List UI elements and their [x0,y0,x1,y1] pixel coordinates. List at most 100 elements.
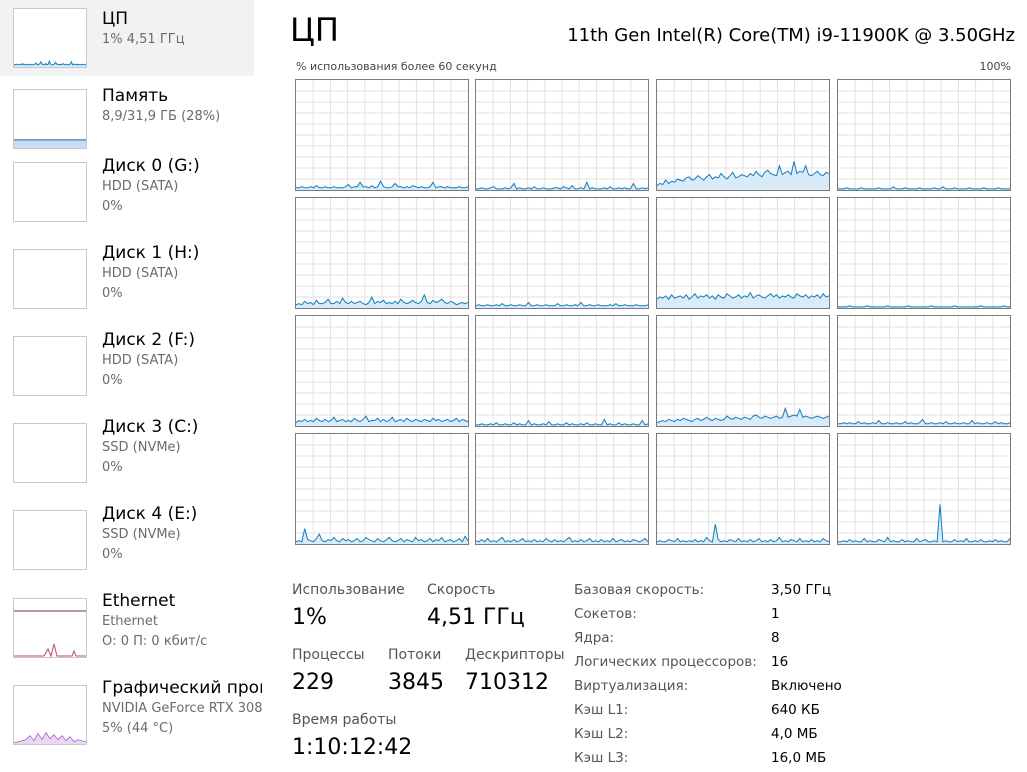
sidebar-item-5[interactable]: Диск 3 (C:) SSD (NVMe) 0% [0,411,254,487]
sidebar-item-subtitle: NVIDIA GeForce RTX 3080 [102,701,262,716]
sidebar-item-1[interactable]: Память 8,9/31,9 ГБ (28%) [0,85,254,161]
sidebar-item-title: Память [102,86,169,106]
core-7-area [838,305,1010,308]
sidebar-item-2[interactable]: Диск 0 (G:) HDD (SATA) 0% [0,150,254,226]
info-label: Кэш L2: [574,726,629,742]
core-graph-14 [656,433,830,545]
cpu-thumb-line [14,59,86,66]
core-graph-11 [837,315,1011,427]
sidebar-thumbnail-graph [13,249,87,309]
sidebar-item-title: Диск 3 (C:) [102,417,199,437]
info-value: 4,0 МБ [771,726,818,742]
info-label: Логических процессоров: [574,654,757,670]
processes-label: Процессы [292,647,365,663]
ethernet-thumb-line [14,643,86,657]
core-3-line [838,186,1010,190]
handles-label: Дескрипторы [465,647,565,663]
core-3-area [838,186,1010,190]
sidebar-item-subtitle: HDD (SATA) [102,266,179,281]
core-graph-7 [837,197,1011,309]
core-graph-15 [837,433,1011,545]
sidebar-thumbnail-graph [13,336,87,396]
sidebar-item-text: Диск 1 (H:) HDD (SATA) 0% [102,242,262,303]
info-value: 3,50 ГГц [771,582,832,598]
core-11-area [838,419,1010,426]
sidebar-item-value: 0% [102,286,123,301]
core-4-area [296,294,468,308]
sidebar-item-title: Диск 4 (E:) [102,504,198,524]
core-5-area [476,302,648,308]
sidebar-item-title: Графический процессор 0 [102,678,262,698]
sidebar-item-subtitle: 1% 4,51 ГГц [102,32,185,47]
usage-value: 1% [292,605,327,630]
sidebar-thumbnail-graph [13,162,87,222]
sidebar-thumbnail-graph [13,89,87,149]
core-graph-12 [295,433,469,545]
info-value: Включено [771,678,842,694]
core-12-area [296,528,468,544]
page-title: ЦП [290,11,339,49]
sidebar-item-title: Диск 0 (G:) [102,156,200,176]
sidebar-item-3[interactable]: Диск 1 (H:) HDD (SATA) 0% [0,237,254,313]
uptime-label: Время работы [292,712,397,728]
core-graph-4 [295,197,469,309]
core-graph-10 [656,315,830,427]
sidebar-item-title: Диск 2 (F:) [102,330,196,350]
sidebar-thumbnail-graph [13,598,87,658]
sidebar-item-subtitle: Ethernet [102,614,158,629]
core-graph-13 [475,433,649,545]
info-value: 640 КБ [771,702,820,718]
info-value: 1 [771,606,780,622]
sidebar-item-value: О: 0 П: 0 кбит/с [102,634,208,649]
info-label: Виртуализация: [574,678,689,694]
core-7-line [838,305,1010,308]
core-11-line [838,418,1010,425]
core-2-line [657,161,829,186]
core-6-line [657,291,829,301]
sidebar-item-text: Диск 4 (E:) SSD (NVMe) 0% [102,503,262,564]
sidebar-item-value: 5% (44 °C) [102,721,174,736]
usage-label: Использование [292,582,405,598]
core-12-line [296,528,468,543]
core-1-line [476,181,648,190]
sidebar-item-8[interactable]: Графический процессор 0 NVIDIA GeForce RT… [0,672,262,748]
sidebar-item-text: Ethernet Ethernet О: 0 П: 0 кбит/с [102,590,262,651]
sidebar-item-text: Память 8,9/31,9 ГБ (28%) [102,85,262,127]
info-label: Базовая скорость: [574,582,705,598]
sidebar-item-value: 0% [102,547,123,562]
info-value: 16,0 МБ [771,750,827,766]
core-graph-9 [475,315,649,427]
sidebar-item-title: Ethernet [102,591,176,611]
core-9-line [476,418,648,426]
core-5-line [476,301,648,307]
sidebar-item-7[interactable]: Ethernet Ethernet О: 0 П: 0 кбит/с [0,585,254,661]
core-13-area [476,537,648,544]
core-graph-1 [475,79,649,191]
core-graph-3 [837,79,1011,191]
sidebar-thumbnail-graph [13,685,87,745]
sidebar-item-subtitle: SSD (NVMe) [102,527,181,542]
cpu-thumb-area [14,61,86,67]
core-8-line [296,415,468,424]
handles-value: 710312 [465,670,549,695]
info-value: 16 [771,654,789,670]
core-graph-2 [656,79,830,191]
core-4-line [296,293,468,306]
sidebar: ЦП 1% 4,51 ГГц Память 8,9/31,9 ГБ (28%) Диск… [0,0,262,772]
core-graph-5 [475,197,649,309]
sidebar-item-4[interactable]: Диск 2 (F:) HDD (SATA) 0% [0,324,254,400]
memory-thumb-fill [14,139,86,148]
sidebar-item-6[interactable]: Диск 4 (E:) SSD (NVMe) 0% [0,498,254,574]
core-15-line [838,504,1010,543]
speed-label: Скорость [427,582,496,598]
sidebar-item-subtitle: SSD (NVMe) [102,440,181,455]
sidebar-item-0[interactable]: ЦП 1% 4,51 ГГц [0,0,254,76]
speed-value: 4,51 ГГц [427,605,525,630]
info-label: Кэш L1: [574,702,629,718]
sidebar-item-title: ЦП [102,9,128,29]
utilization-max-label: 100% [979,60,1011,73]
sidebar-item-title: Диск 1 (H:) [102,243,200,263]
info-label: Ядра: [574,630,615,646]
core-0-line [296,180,468,189]
core-2-area [657,161,829,190]
